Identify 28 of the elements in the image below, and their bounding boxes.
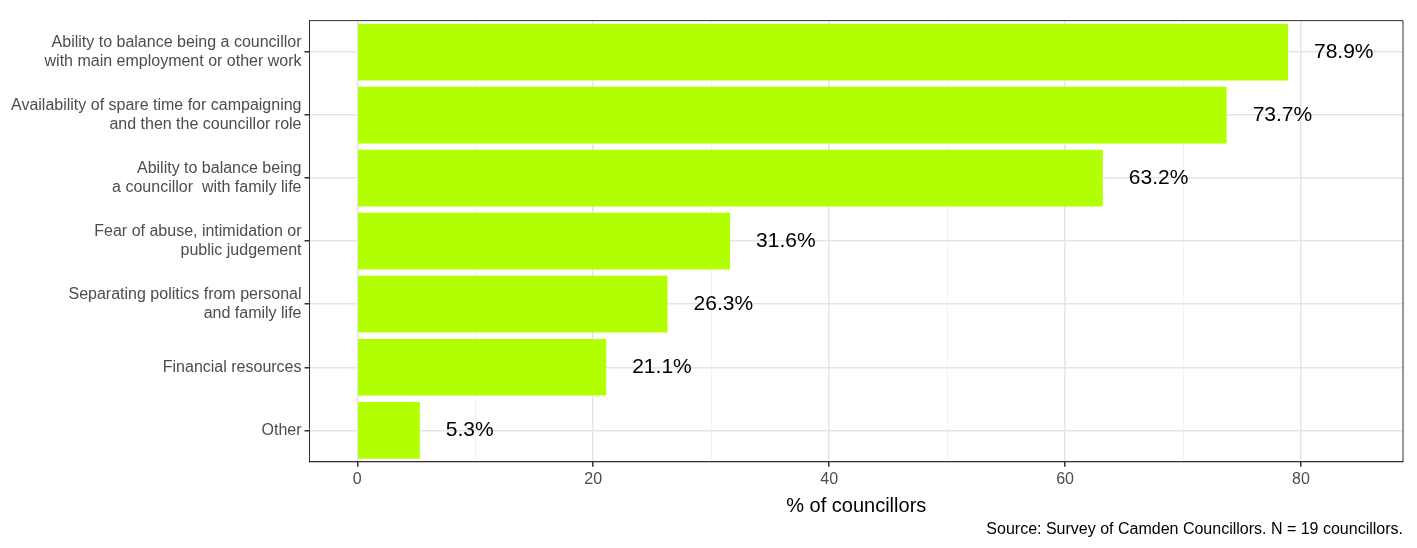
data-label: 78.9%: [1313, 38, 1374, 62]
x-tick-label: 40: [820, 469, 839, 487]
x-axis-title: % of councillors: [786, 493, 927, 516]
y-tick-label: Availability of spare time for campaigning and then the councillor role: [11, 95, 302, 133]
data-label: 31.6%: [756, 228, 816, 251]
source-note: Source: Survey of Camden Councillors. N = 19 councillors.: [986, 520, 1403, 538]
data-label: 5.3%: [445, 417, 494, 441]
y-tick-label: Separating politics from personal and family life: [68, 285, 302, 322]
x-tick-label: 0: [352, 469, 362, 487]
bar: [358, 338, 607, 396]
data-label: 26.3%: [693, 291, 754, 315]
data-label: 73.7%: [1252, 101, 1313, 125]
bar: [358, 212, 731, 270]
y-tick-label: Ability to balance being a councillor with main employment or other work: [43, 32, 303, 70]
y-tick-label: Fear of abuse, intimidation or public judgement: [94, 222, 303, 259]
bar: [358, 149, 1103, 207]
x-tick-label: 60: [1056, 469, 1075, 487]
bar: [358, 275, 668, 333]
y-tick-label: Ability to balance being a councillor with family life: [112, 158, 302, 196]
bar: [358, 86, 1227, 144]
bar: [358, 23, 1288, 81]
x-tick-label: 80: [1292, 469, 1310, 487]
data-label: 21.1%: [632, 354, 692, 378]
y-tick-label: Other: [261, 420, 303, 438]
data-label: 63.2%: [1128, 164, 1189, 188]
bar: [358, 401, 420, 459]
x-tick-label: 20: [584, 469, 603, 487]
y-tick-label: Financial resources: [162, 357, 302, 375]
